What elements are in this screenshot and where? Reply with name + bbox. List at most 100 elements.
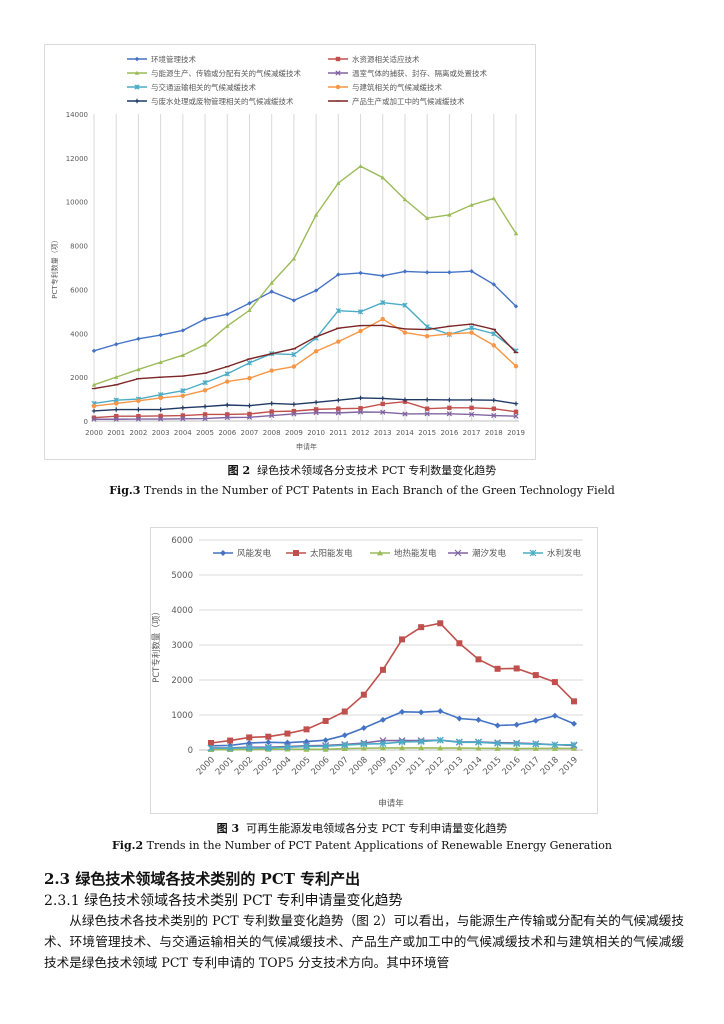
data-point: [114, 374, 119, 379]
series-line: [211, 747, 574, 751]
x-tick-label: 2009: [285, 429, 303, 437]
series-1: 太阳能发电: [208, 548, 577, 746]
data-point: [322, 737, 329, 744]
data-point: [180, 353, 186, 357]
data-point: [455, 738, 463, 746]
data-point: [291, 402, 297, 407]
data-point: [91, 416, 97, 422]
x-tick-label: 2014: [396, 429, 414, 437]
data-point: [399, 636, 406, 643]
series-line: [93, 397, 517, 412]
series-3: 温室气体的捕获、封存、隔离或处置技术: [91, 68, 519, 422]
series-4: 水利发电: [207, 548, 582, 752]
chart-svg: 0100020003000400050006000200020012002200…: [151, 536, 583, 809]
data-point: [269, 280, 274, 285]
data-point: [380, 396, 385, 401]
y-tick-label: 4000: [171, 606, 193, 616]
legend-label: 水资源相关适应技术: [352, 54, 420, 64]
series-4: 与交通运输相关的气候减缓技术: [91, 82, 519, 407]
data-point: [336, 397, 341, 403]
legend-label: 与建筑相关的气候减缓技术: [352, 82, 442, 92]
data-point: [532, 717, 539, 724]
data-point: [447, 397, 452, 403]
legend-label: 风能发电: [237, 548, 272, 559]
data-point: [513, 721, 520, 728]
data-point: [113, 416, 119, 422]
x-tick-label: 2000: [195, 755, 217, 777]
data-point: [513, 363, 519, 369]
data-point: [202, 380, 208, 386]
data-point: [91, 403, 97, 409]
x-tick-label: 2001: [214, 755, 236, 777]
data-point: [265, 739, 272, 746]
data-point: [447, 270, 452, 275]
y-tick-label: 2000: [171, 676, 193, 686]
data-point: [291, 351, 297, 358]
data-point: [336, 272, 341, 277]
data-point: [494, 739, 502, 747]
data-point: [475, 716, 482, 723]
x-tick-label: 2005: [290, 755, 312, 777]
x-tick-label: 2011: [329, 429, 347, 437]
legend-label: 潮汐发电: [472, 548, 507, 559]
data-point: [291, 256, 297, 261]
data-point: [513, 740, 521, 748]
data-point: [336, 339, 341, 344]
data-point: [418, 709, 425, 716]
x-tick-label: 2007: [328, 755, 350, 777]
data-point: [207, 744, 215, 752]
y-tick-label: 10000: [66, 199, 88, 207]
data-point: [424, 324, 430, 330]
x-tick-label: 2005: [196, 429, 214, 437]
x-tick-label: 2019: [507, 429, 525, 437]
x-tick-label: 2012: [424, 755, 446, 777]
data-point: [335, 70, 341, 76]
data-point: [313, 400, 319, 405]
data-point: [158, 416, 164, 422]
series-5: 与建筑相关的气候减缓技术: [91, 82, 519, 409]
legend-label: 环境管理技术: [151, 54, 196, 64]
data-point: [114, 401, 119, 406]
data-point: [571, 720, 577, 727]
data-point: [513, 745, 520, 751]
x-tick-label: 2000: [85, 429, 103, 437]
data-point: [224, 414, 230, 421]
data-point: [456, 640, 463, 647]
x-tick-label: 2008: [348, 755, 370, 777]
y-tick-label: 1000: [171, 711, 193, 721]
data-point: [134, 84, 140, 90]
data-point: [402, 197, 408, 202]
series-6: 与废水处理或废物管理相关的气候减缓技术: [91, 96, 519, 414]
data-point: [491, 397, 496, 403]
data-point: [134, 56, 140, 62]
series-line: [210, 622, 575, 744]
data-point: [91, 408, 97, 414]
data-point: [399, 744, 406, 751]
data-point: [469, 202, 474, 207]
data-point: [358, 395, 363, 401]
data-point: [424, 397, 430, 402]
series-2: 与能源生产、传输或分配有关的气候减缓技术: [91, 68, 519, 387]
data-point: [360, 740, 368, 748]
data-point: [335, 84, 341, 90]
data-point: [246, 414, 253, 420]
figure-caption-en: Fig.3 Trends in the Number of PCT Patent…: [0, 484, 724, 497]
data-point: [335, 56, 341, 62]
data-point: [291, 411, 297, 417]
data-point: [341, 741, 349, 749]
x-tick-label: 2004: [174, 429, 192, 437]
data-point: [114, 342, 119, 347]
x-tick-label: 2010: [386, 755, 408, 777]
y-tick-label: 6000: [70, 286, 88, 294]
x-axis-label: 申请年: [378, 798, 404, 809]
data-point: [447, 405, 452, 411]
data-point: [379, 740, 387, 748]
data-point: [402, 269, 408, 274]
data-point: [202, 415, 208, 422]
series-line: [93, 270, 517, 352]
x-tick-label: 2002: [130, 429, 148, 437]
data-point: [158, 395, 163, 401]
data-point: [358, 328, 363, 334]
data-point: [571, 698, 577, 705]
data-point: [358, 406, 363, 411]
